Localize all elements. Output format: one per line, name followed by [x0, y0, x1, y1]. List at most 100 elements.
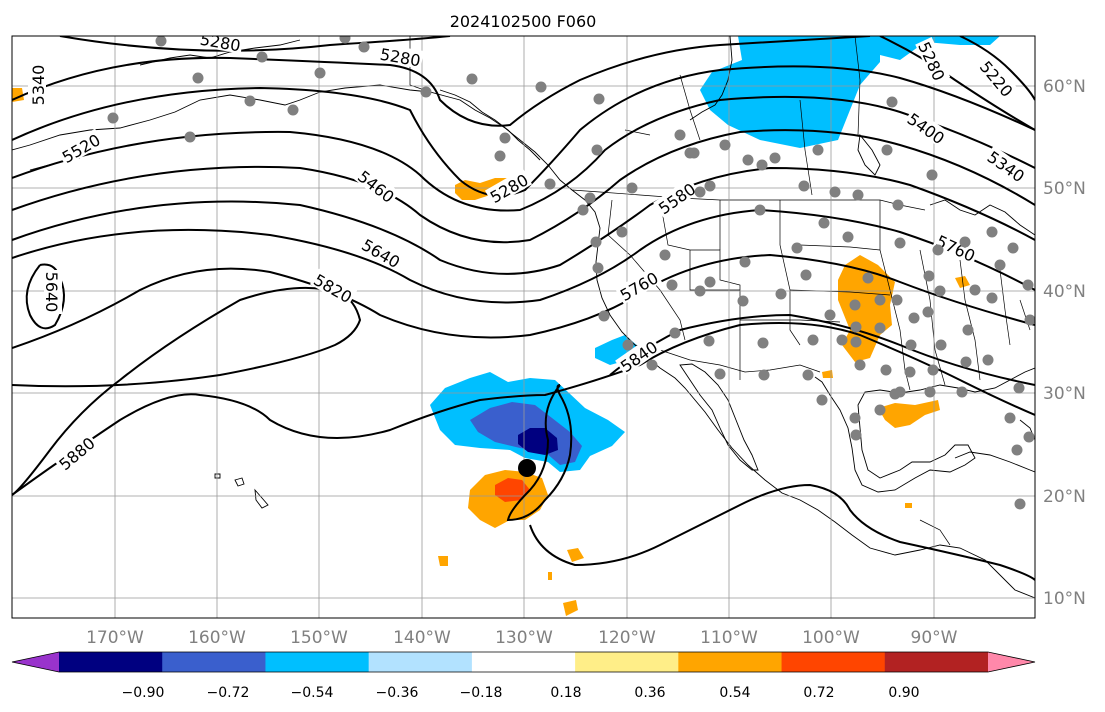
station-marker [969, 284, 981, 296]
station-marker [544, 178, 556, 190]
station-marker [494, 150, 506, 162]
station-marker [1013, 382, 1025, 394]
station-marker [1014, 498, 1026, 510]
station-marker [986, 226, 998, 238]
station-marker [959, 236, 971, 248]
lat-label: 20°N [1043, 487, 1086, 507]
station-marker [800, 269, 812, 281]
station-marker [598, 310, 610, 322]
station-marker [622, 339, 634, 351]
station-marker [1023, 431, 1035, 443]
station-marker [924, 386, 936, 398]
station-marker [802, 369, 814, 381]
station-marker [962, 324, 974, 336]
station-marker [922, 306, 934, 318]
colorbar-tick-label: −0.90 [122, 685, 165, 701]
station-marker [192, 72, 204, 84]
lon-label: 90°W [911, 628, 958, 648]
station-marker [956, 386, 968, 398]
station-marker [862, 272, 874, 284]
station-marker [694, 186, 706, 198]
station-marker [256, 51, 268, 63]
station-marker [694, 285, 706, 297]
station-marker [584, 192, 596, 204]
station-marker [1024, 314, 1035, 326]
lon-label: 140°W [393, 628, 451, 648]
station-marker [894, 386, 906, 398]
station-marker [769, 152, 781, 164]
station-marker [756, 159, 768, 171]
station-marker [874, 294, 886, 306]
station-marker [874, 322, 886, 334]
lon-label: 120°W [598, 628, 656, 648]
station-marker [932, 244, 944, 256]
colorbar-outline [11, 651, 1036, 673]
station-marker [758, 369, 770, 381]
station-marker [592, 262, 604, 274]
station-marker [850, 321, 862, 333]
colorbar-extend-high [988, 652, 1035, 672]
colorbar-tick-label: 0.54 [719, 685, 750, 701]
station-marker [880, 364, 892, 376]
colorbar-tick-label: −0.36 [376, 685, 419, 701]
station-marker [836, 334, 848, 346]
station-marker [908, 312, 920, 324]
colorbar-tick-label: −0.54 [291, 685, 334, 701]
station-marker [812, 144, 824, 156]
station-marker [892, 199, 904, 211]
colorbar-segment [162, 652, 266, 672]
colorbar [11, 651, 1036, 673]
station-marker [1004, 412, 1016, 424]
station-marker [935, 339, 947, 351]
colorbar-segment [368, 652, 473, 672]
station-marker [854, 359, 866, 371]
lon-label: 150°W [290, 628, 348, 648]
station-marker [891, 294, 903, 306]
station-marker [816, 394, 828, 406]
station-marker [960, 356, 972, 368]
station-marker [923, 270, 935, 282]
station-marker [666, 279, 678, 291]
station-marker [704, 180, 716, 192]
colorbar-tick-labels: −0.90 −0.72 −0.54 −0.36 −0.18 0.18 0.36 … [122, 685, 920, 701]
colorbar-extend-low [12, 652, 59, 672]
map-frame [11, 35, 1036, 619]
station-marker [881, 144, 893, 156]
lon-label: 170°W [86, 628, 144, 648]
station-marker [742, 154, 754, 166]
lat-label: 40°N [1043, 282, 1086, 302]
station-marker [849, 299, 861, 311]
colorbar-segment [884, 652, 989, 672]
station-marker [850, 429, 862, 441]
station-marker [1011, 444, 1023, 456]
lon-label: 110°W [700, 628, 758, 648]
station-marker [829, 186, 841, 198]
station-marker [590, 236, 602, 248]
station-marker [616, 226, 628, 238]
station-marker [591, 144, 603, 156]
station-marker [775, 288, 787, 300]
colorbar-tick-label: 0.72 [803, 685, 834, 701]
station-marker [358, 41, 370, 53]
lon-label: 100°W [802, 628, 860, 648]
storm-center-marker [518, 459, 536, 477]
station-marker [927, 364, 939, 376]
station-marker [535, 81, 547, 93]
station-marker [719, 139, 731, 151]
colorbar-segment [471, 652, 576, 672]
station-marker [818, 217, 830, 229]
station-marker [849, 412, 861, 424]
station-marker [420, 86, 432, 98]
lat-label: 10°N [1043, 589, 1086, 609]
station-marker [798, 180, 810, 192]
station-marker [674, 129, 686, 141]
station-marker [688, 147, 700, 159]
station-marker [593, 93, 605, 105]
station-marker [994, 259, 1006, 271]
colorbar-tick-label: 0.18 [550, 685, 581, 701]
station-marker [982, 354, 994, 366]
lat-label: 60°N [1043, 77, 1086, 97]
station-marker [807, 334, 819, 346]
station-marker [850, 336, 862, 348]
lon-label: 130°W [495, 628, 553, 648]
